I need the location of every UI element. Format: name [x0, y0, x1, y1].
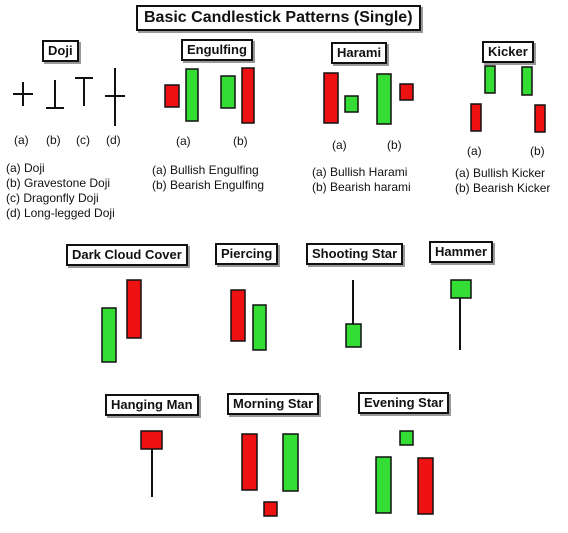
doji-c-dragonfly-candle [75, 77, 93, 106]
harami-label-a: (a) [332, 138, 347, 152]
morning-star-small-candle [263, 501, 278, 517]
engulfing-a-bearish-candle [164, 84, 180, 108]
hammer-heading: Hammer [429, 241, 494, 263]
morning-star-bullish-candle [282, 433, 299, 492]
kicker-captions: (a) Bullish Kicker (b) Bearish Kicker [455, 166, 550, 196]
engulfing-heading: Engulfing [181, 39, 253, 61]
doji-label-d: (d) [106, 133, 121, 147]
doji-caption-a: (a) Doji [6, 161, 45, 175]
kicker-a-bullish-candle [484, 65, 496, 94]
hammer-candle [450, 279, 472, 350]
evening-star-heading: Evening Star [358, 392, 450, 414]
hanging-man-heading: Hanging Man [105, 394, 199, 416]
engulfing-b-bearish-candle [241, 67, 255, 124]
engulfing-captions: (a) Bullish Engulfing (b) Bearish Engulf… [152, 163, 264, 193]
harami-heading: Harami [331, 42, 388, 64]
hanging-man-candle [140, 430, 163, 497]
engulfing-a-bullish-candle [185, 68, 199, 122]
morning-star-heading: Morning Star [227, 393, 320, 415]
harami-caption-a: (a) Bullish Harami [312, 165, 408, 179]
kicker-label-b: (b) [530, 144, 545, 158]
evening-star-bullish-candle [375, 456, 392, 514]
kicker-b-bullish-candle [521, 66, 533, 96]
doji-caption-d: (d) Long-legged Doji [6, 206, 115, 220]
doji-label-a: (a) [14, 133, 29, 147]
kicker-heading: Kicker [482, 41, 534, 63]
engulfing-caption-a: (a) Bullish Engulfing [152, 163, 259, 177]
harami-caption-b: (b) Bearish harami [312, 180, 411, 194]
page-title: Basic Candlestick Patterns (Single) [136, 5, 421, 31]
dark-cloud-bearish-candle [126, 279, 142, 339]
engulfing-b-bullish-candle [220, 75, 236, 109]
kicker-caption-b: (b) Bearish Kicker [455, 181, 551, 195]
doji-d-long-legged-candle [105, 68, 125, 126]
doji-a-candle [13, 82, 33, 106]
evening-star-bearish-candle [417, 457, 434, 515]
kicker-label-a: (a) [467, 144, 482, 158]
doji-b-gravestone-candle [46, 80, 64, 109]
doji-caption-b: (b) Gravestone Doji [6, 176, 111, 190]
doji-heading: Doji [42, 40, 79, 62]
shooting-star-heading: Shooting Star [306, 243, 404, 265]
harami-a-bearish-candle [323, 72, 339, 124]
doji-caption-c: (c) Dragonfly Doji [6, 191, 99, 205]
piercing-bullish-candle [252, 304, 267, 351]
engulfing-label-b: (b) [233, 134, 248, 148]
harami-a-bullish-candle [344, 95, 359, 113]
harami-b-bearish-candle [399, 83, 414, 101]
doji-label-b: (b) [46, 133, 61, 147]
dark-cloud-bullish-candle [101, 307, 117, 363]
engulfing-label-a: (a) [176, 134, 191, 148]
doji-label-c: (c) [76, 133, 90, 147]
engulfing-caption-b: (b) Bearish Engulfing [152, 178, 265, 192]
kicker-b-bearish-candle [534, 104, 546, 133]
harami-label-b: (b) [387, 138, 402, 152]
harami-captions: (a) Bullish Harami (b) Bearish harami [312, 165, 411, 195]
morning-star-bearish-candle [241, 433, 258, 491]
piercing-heading: Piercing [215, 243, 279, 265]
dark-cloud-cover-heading: Dark Cloud Cover [66, 244, 188, 266]
piercing-bearish-candle [230, 289, 246, 342]
harami-b-bullish-candle [376, 73, 392, 125]
shooting-star-candle [345, 280, 362, 348]
doji-captions: (a) Doji (b) Gravestone Doji (c) Dragonf… [6, 161, 115, 221]
kicker-caption-a: (a) Bullish Kicker [455, 166, 546, 180]
kicker-a-bearish-candle [470, 103, 482, 132]
evening-star-small-candle [399, 430, 414, 446]
